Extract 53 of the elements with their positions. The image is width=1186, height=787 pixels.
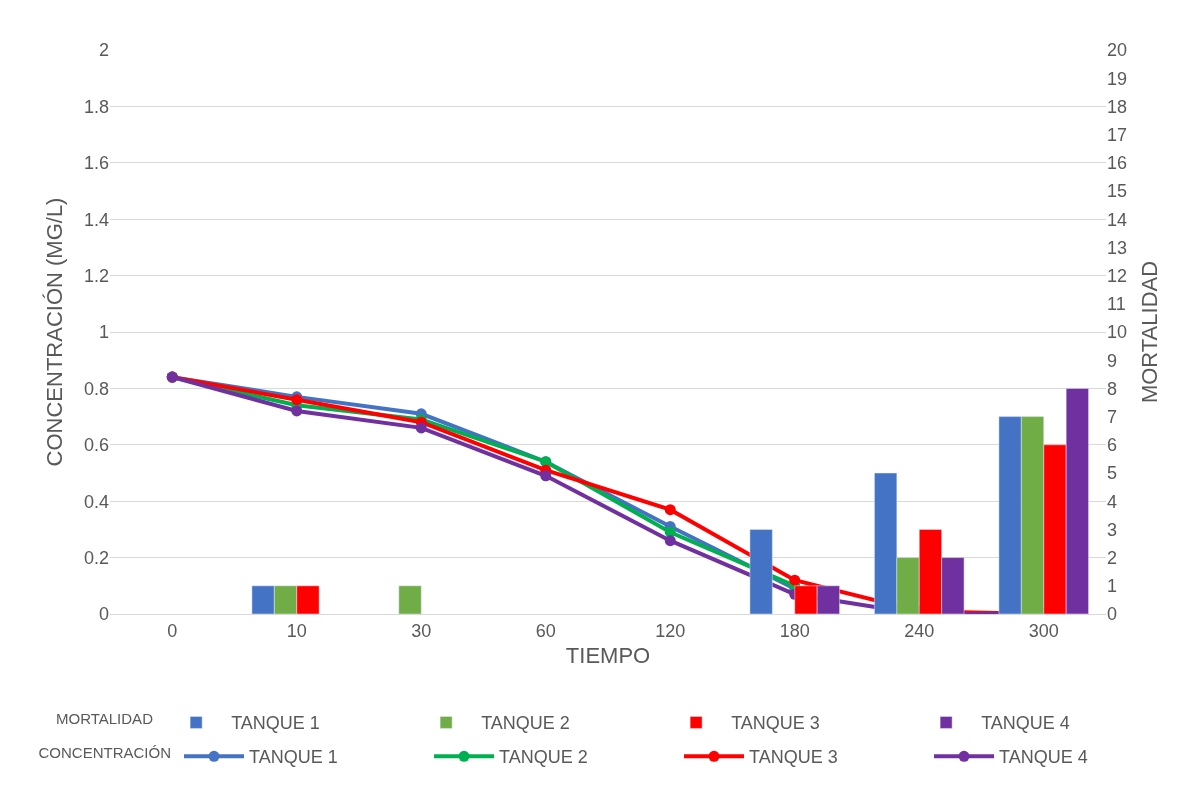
legend-label: TANQUE 3 — [731, 713, 820, 734]
y-axis-title: CONCENTRACIÓN (MG/L) — [41, 197, 67, 467]
y-tick-label: 0.4 — [83, 491, 109, 512]
y-tick-label: 2 — [98, 40, 109, 61]
text: CONCENTRACIÓN — [38, 743, 172, 761]
y-tick-label: 1.4 — [83, 209, 109, 230]
legend-label: TANQUE 2 — [499, 747, 588, 768]
y-tick-label: 0.8 — [83, 378, 109, 399]
y2-tick-label: 10 — [1107, 322, 1128, 343]
y2-tick-label: 5 — [1107, 463, 1118, 484]
y2-tick-label: 17 — [1107, 124, 1128, 145]
legend-label: TANQUE 4 — [999, 747, 1088, 768]
y-tick-label: 0.6 — [83, 435, 109, 456]
x-tick-label: 60 — [535, 620, 556, 641]
y2-tick-label: 11 — [1107, 294, 1126, 315]
x-tick-label: 300 — [1028, 620, 1059, 641]
x-tick-label: 10 — [286, 620, 307, 641]
legend-label: TANQUE 3 — [749, 747, 838, 768]
y2-tick-label: 6 — [1107, 435, 1118, 456]
y-tick-label: 0.2 — [83, 547, 109, 568]
y2-tick-label: 2 — [1107, 547, 1118, 568]
y2-tick-label: 19 — [1107, 68, 1128, 89]
y2-tick-label: 4 — [1107, 491, 1118, 512]
y2-tick-label: 1 — [1107, 576, 1118, 597]
y2-tick-label: 16 — [1107, 153, 1128, 174]
y2-tick-label: 14 — [1107, 209, 1128, 230]
y-tick-label: 0 — [98, 604, 109, 625]
x-tick-label: 240 — [904, 620, 935, 641]
y-tick-label: 1.8 — [83, 96, 109, 117]
y2-tick-label: 12 — [1107, 265, 1128, 286]
y-tick-label: 1.6 — [83, 153, 109, 174]
y2-tick-label: 15 — [1107, 181, 1128, 202]
legend-label: TANQUE 4 — [981, 713, 1070, 734]
y2-tick-label: 3 — [1107, 519, 1118, 540]
x-tick-label: 180 — [779, 620, 810, 641]
legend-label: TANQUE 2 — [481, 713, 570, 734]
text: MORTALIDAD — [56, 709, 154, 727]
y2-tick-label: 20 — [1107, 40, 1128, 61]
x-axis-title: TIEMPO — [565, 643, 651, 669]
y2-tick-label: 18 — [1107, 96, 1128, 117]
y2-tick-label: 0 — [1107, 604, 1118, 625]
x-tick-label: 30 — [411, 620, 432, 641]
x-tick-label: 120 — [655, 620, 686, 641]
y2-axis-title: MORTALIDAD — [1136, 260, 1162, 404]
x-tick-label: 0 — [167, 620, 178, 641]
y2-tick-label: 7 — [1107, 406, 1118, 427]
y2-tick-label: 9 — [1107, 350, 1118, 371]
y-tick-label: 1 — [98, 322, 109, 343]
y-tick-label: 1.2 — [83, 265, 109, 286]
y2-tick-label: 8 — [1107, 378, 1118, 399]
legend-label: TANQUE 1 — [231, 713, 320, 734]
legend-label: TANQUE 1 — [249, 747, 338, 768]
y2-tick-label: 13 — [1107, 237, 1128, 258]
